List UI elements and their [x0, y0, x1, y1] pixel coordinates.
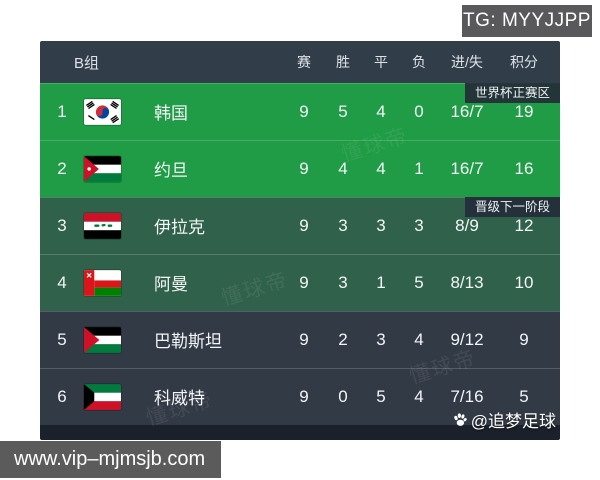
table-row-kuwait[interactable]: 6 科威特 9 0 5 4 7/16 5: [40, 368, 560, 425]
table-row-jordan[interactable]: 2 约旦 9 4 4 1 16/7 16: [40, 140, 560, 197]
goals-cell: 8/9: [455, 215, 479, 235]
flag-south-korea-icon: [84, 98, 136, 125]
flag-iraq-icon: [84, 212, 136, 239]
lost-cell: 1: [414, 158, 424, 178]
played-cell: 9: [299, 215, 309, 235]
flag-jordan-icon: [84, 155, 136, 182]
table-body: 世界杯正赛区 1: [40, 83, 560, 425]
points-cell: 12: [514, 215, 534, 235]
table-row-oman[interactable]: 4 阿曼 9 3 1 5 8/13 10: [40, 254, 560, 311]
points-cell: 10: [514, 272, 534, 292]
played-cell: 9: [299, 329, 309, 349]
standings-table: B组 赛 胜 平 负 进/失 积分 世界杯正赛区 1: [40, 41, 560, 440]
rank-cell: 6: [57, 386, 67, 406]
won-cell: 3: [338, 272, 348, 292]
col-drawn: 平: [374, 54, 388, 70]
rank-cell: 3: [57, 215, 67, 235]
team-name: 巴勒斯坦: [154, 332, 222, 351]
rank-cell: 4: [57, 272, 67, 292]
group-label: B组: [74, 54, 100, 72]
col-played: 赛: [297, 54, 311, 70]
zone-badge-next-stage: 晋级下一阶段: [464, 197, 560, 217]
points-cell: 5: [519, 386, 529, 406]
won-cell: 0: [338, 386, 348, 406]
flag-kuwait-icon: [84, 383, 136, 410]
rank-cell: 1: [57, 101, 67, 121]
paw-icon: [454, 412, 467, 426]
played-cell: 9: [299, 272, 309, 292]
col-won: 胜: [336, 54, 350, 70]
goals-cell: 16/7: [450, 101, 484, 121]
goals-cell: 7/16: [450, 386, 484, 406]
goals-cell: 8/13: [450, 272, 484, 292]
flag-oman-icon: [84, 269, 136, 296]
lost-cell: 0: [414, 101, 424, 121]
drawn-cell: 1: [376, 272, 386, 292]
team-name: 韩国: [154, 104, 188, 123]
col-goals: 进/失: [451, 54, 483, 70]
site-url-badge: www.vip–mjmsjb.com: [0, 441, 222, 478]
played-cell: 9: [299, 386, 309, 406]
col-points: 积分: [510, 54, 538, 70]
table-row-palestine[interactable]: 5 巴勒斯坦 9 2 3 4 9/12 9: [40, 311, 560, 368]
points-cell: 16: [514, 158, 534, 178]
author-credit-text: @追梦足球: [470, 412, 556, 431]
drawn-cell: 4: [376, 158, 386, 178]
tg-contact-text: TG: MYYJJPP: [463, 10, 591, 31]
lost-cell: 4: [414, 386, 424, 406]
table-row-iraq[interactable]: 晋级下一阶段 3 伊拉克 9 3 3 3 8/9 1: [40, 197, 560, 254]
zone-badge-world-cup: 世界杯正赛区: [464, 83, 560, 103]
points-cell: 9: [519, 329, 529, 349]
lost-cell: 5: [414, 272, 424, 292]
table-header-row: B组 赛 胜 平 负 进/失 积分: [40, 41, 560, 83]
table-bottom-strip: [40, 425, 560, 440]
team-name: 约旦: [154, 161, 188, 180]
team-name: 伊拉克: [154, 218, 205, 237]
won-cell: 5: [338, 101, 348, 121]
points-cell: 19: [514, 101, 534, 121]
drawn-cell: 4: [376, 101, 386, 121]
table-row-south-korea[interactable]: 世界杯正赛区 1: [40, 83, 560, 140]
lost-cell: 3: [414, 215, 424, 235]
goals-cell: 16/7: [450, 158, 484, 178]
team-name: 阿曼: [154, 275, 188, 294]
team-name: 科威特: [154, 389, 205, 408]
played-cell: 9: [299, 101, 309, 121]
flag-palestine-icon: [84, 326, 136, 353]
won-cell: 4: [338, 158, 348, 178]
drawn-cell: 3: [376, 329, 386, 349]
lost-cell: 4: [414, 329, 424, 349]
won-cell: 2: [338, 329, 348, 349]
won-cell: 3: [338, 215, 348, 235]
col-lost: 负: [412, 54, 426, 70]
author-credit: @追梦足球: [452, 407, 556, 432]
rank-cell: 5: [57, 329, 67, 349]
played-cell: 9: [299, 158, 309, 178]
drawn-cell: 5: [376, 386, 386, 406]
site-url-text: www.vip–mjmsjb.com: [14, 448, 206, 470]
rank-cell: 2: [57, 158, 67, 178]
drawn-cell: 3: [376, 215, 386, 235]
tg-contact-badge: TG: MYYJJPP: [462, 5, 592, 37]
goals-cell: 9/12: [450, 329, 484, 349]
